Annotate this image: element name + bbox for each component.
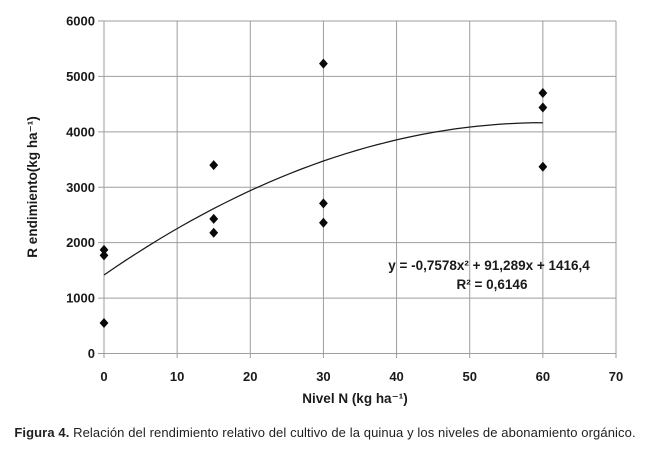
data-point-marker: [99, 244, 109, 255]
trendline-r-squared: R² = 0,6146: [457, 277, 528, 292]
x-tick-label: 40: [389, 369, 403, 384]
y-tick-label: 1000: [66, 291, 95, 306]
figure-caption: Figura 4. Relación del rendimiento relat…: [0, 425, 650, 440]
data-point-marker: [319, 198, 328, 209]
x-axis-title: Nivel N (kg ha⁻¹): [302, 391, 407, 406]
y-tick-label: 6000: [66, 14, 95, 29]
x-tick-label: 60: [536, 369, 550, 384]
figure-caption-text: Relación del rendimiento relativo del cu…: [69, 425, 636, 440]
data-points: [99, 58, 548, 329]
y-tick-label: 2000: [66, 235, 95, 250]
data-point-marker: [99, 318, 109, 329]
y-tick-label: 5000: [66, 69, 95, 84]
data-point-marker: [99, 250, 109, 261]
figure-caption-label: Figura 4.: [14, 425, 70, 440]
x-tick-label: 10: [170, 369, 184, 384]
y-tick-label: 3000: [66, 180, 95, 195]
data-point-marker: [319, 58, 328, 69]
chart-svg: 0 1000 2000 3000 4000 5000 6000 0 10 20 30 40 50 60 70…: [25, 14, 623, 407]
y-tick-label: 0: [88, 346, 95, 361]
trendline-equation: y = -0,7578x² + 91,289x + 1416,4: [388, 258, 590, 273]
x-tick-label: 0: [100, 369, 107, 384]
y-axis-title: R endimiento(kg ha⁻¹): [25, 116, 40, 257]
data-point-marker: [319, 217, 328, 228]
data-point-marker: [538, 102, 548, 113]
trendline: [103, 122, 543, 276]
data-point-marker: [209, 227, 219, 238]
data-point-marker: [538, 88, 548, 99]
x-tick-label: 20: [243, 369, 257, 384]
trendline-curve: [103, 122, 543, 276]
data-point-marker: [209, 160, 219, 171]
x-tick-label: 50: [462, 369, 476, 384]
data-point-marker: [538, 161, 548, 172]
data-point-marker: [209, 213, 219, 224]
x-tick-label: 70: [609, 369, 623, 384]
tick-labels: 0 1000 2000 3000 4000 5000 6000 0 10 20 30 40 50 60 70: [66, 14, 623, 385]
x-tick-label: 30: [316, 369, 330, 384]
y-tick-label: 4000: [66, 124, 95, 139]
gridlines: [98, 20, 617, 358]
